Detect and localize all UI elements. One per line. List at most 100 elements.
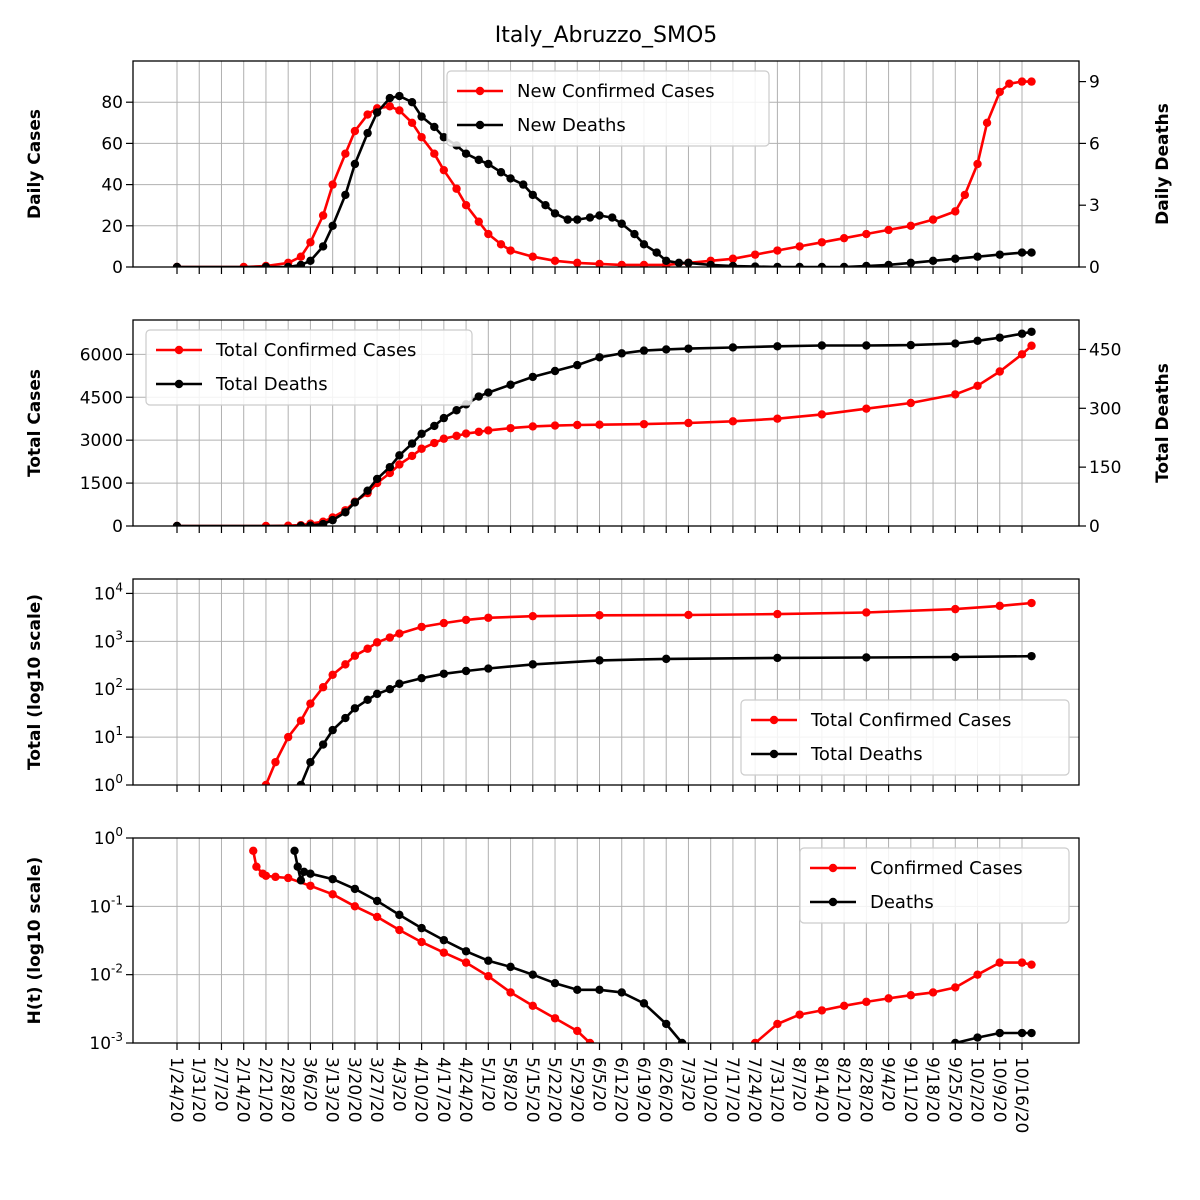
data-point	[328, 515, 337, 525]
series-1	[261, 598, 1036, 785]
x-tick-label: 1/24/20	[166, 1057, 186, 1123]
y-right-tick-label: 450	[1089, 340, 1121, 360]
data-point	[430, 438, 439, 448]
data-point	[528, 422, 537, 431]
data-point	[474, 392, 483, 401]
data-point	[372, 912, 382, 922]
data-point	[906, 398, 916, 408]
data-point	[684, 258, 693, 267]
y-tick-label: 10-1	[89, 893, 123, 917]
data-point	[261, 780, 271, 785]
data-point	[439, 669, 449, 678]
data-point	[328, 725, 337, 735]
data-point	[973, 1033, 982, 1042]
data-point	[550, 256, 560, 266]
data-point	[363, 695, 372, 705]
data-point	[395, 91, 404, 101]
y-axis-label: H(t) (log10 scale)	[25, 857, 45, 1025]
y-right-tick-label: 6	[1089, 134, 1100, 154]
data-point	[728, 343, 738, 352]
legend-label: Total Confirmed Cases	[215, 340, 416, 361]
data-point	[484, 388, 493, 397]
data-point	[395, 925, 404, 935]
data-point	[417, 673, 426, 683]
data-point	[385, 93, 395, 103]
data-point	[372, 108, 382, 117]
legend-marker	[174, 345, 184, 355]
legend-label: Total Deaths	[810, 744, 923, 765]
data-point	[595, 211, 604, 220]
data-point	[528, 372, 537, 382]
legend-label: New Deaths	[517, 115, 626, 136]
x-tick-label: 4/24/20	[455, 1057, 475, 1123]
data-point	[306, 521, 315, 526]
legend: Confirmed Cases Deaths	[799, 847, 1070, 924]
chart-title: Italy_Abruzzo_SMO5	[495, 23, 718, 48]
data-point	[299, 867, 309, 877]
data-point	[884, 994, 893, 1003]
data-point	[172, 521, 182, 526]
data-point	[550, 979, 560, 988]
data-point	[296, 260, 306, 267]
data-point	[318, 519, 328, 526]
data-point	[639, 419, 649, 429]
x-tick-label: 3/13/20	[322, 1057, 342, 1123]
y-tick-label: 103	[94, 628, 123, 652]
data-point	[271, 757, 280, 767]
data-point	[506, 380, 515, 389]
data-point	[995, 958, 1004, 967]
data-point	[283, 262, 293, 267]
data-point	[474, 427, 483, 437]
data-point	[474, 155, 483, 165]
x-tick-label: 8/21/20	[833, 1057, 853, 1123]
data-point	[817, 262, 827, 267]
data-point	[461, 958, 471, 967]
y-tick-label: 100	[94, 825, 123, 849]
data-point	[773, 1019, 782, 1029]
data-point	[1027, 327, 1036, 336]
data-point	[973, 159, 982, 169]
data-point	[684, 418, 693, 428]
data-point	[296, 780, 306, 785]
data-point	[973, 970, 982, 979]
x-tick-label: 2/21/20	[255, 1057, 275, 1123]
x-tick-label: 3/6/20	[299, 1057, 319, 1112]
x-tick-label: 5/1/20	[477, 1057, 497, 1112]
data-point	[706, 260, 715, 267]
data-point	[261, 262, 271, 267]
data-point	[306, 881, 315, 890]
data-point	[585, 213, 595, 222]
y-tick-label: 104	[94, 580, 123, 604]
data-point	[407, 118, 417, 128]
data-point	[839, 262, 849, 267]
data-point	[573, 420, 582, 430]
data-point	[973, 381, 982, 391]
x-tick-label: 8/28/20	[855, 1057, 875, 1123]
data-point	[585, 1038, 595, 1043]
data-point	[951, 1038, 960, 1043]
data-point	[385, 685, 395, 694]
data-point	[1027, 341, 1036, 350]
x-tick-label: 9/11/20	[900, 1057, 920, 1123]
y-tick-label: 6000	[80, 345, 123, 365]
y-tick-label: 0	[112, 258, 123, 278]
legend-marker	[475, 120, 485, 130]
data-point	[350, 159, 360, 169]
data-point	[773, 342, 782, 351]
data-point	[817, 1006, 827, 1015]
data-point	[461, 947, 471, 956]
data-point	[528, 660, 537, 669]
data-point	[430, 421, 439, 431]
data-point	[452, 431, 461, 441]
plot-area	[172, 327, 1036, 526]
data-point	[417, 923, 426, 933]
data-point	[496, 168, 506, 177]
data-point	[1017, 329, 1027, 338]
data-point	[773, 262, 782, 267]
legend: Total Confirmed Cases Total Deaths	[740, 699, 1070, 776]
data-point	[341, 149, 350, 158]
data-point	[395, 451, 404, 460]
legend-label: Deaths	[870, 892, 934, 913]
data-point	[350, 498, 360, 507]
series-1	[249, 846, 1036, 1043]
